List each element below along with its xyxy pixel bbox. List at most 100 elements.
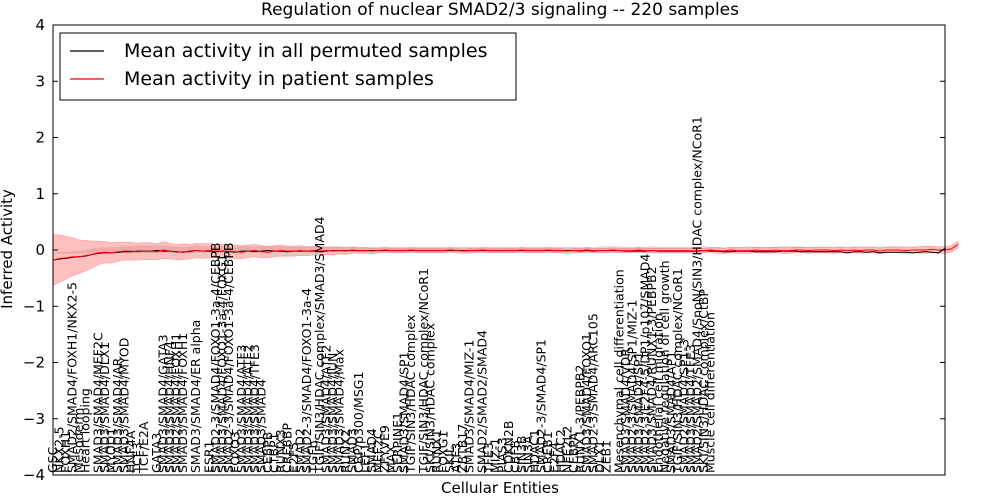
entity-label: SMAD2-3/SMAD4/FOXO1-3a-4/CEBPB <box>208 243 223 473</box>
entity-label: HDAC2 <box>553 429 568 473</box>
entity-label: CEBPA <box>566 432 581 473</box>
entity-label: FOXH1 <box>58 431 73 473</box>
patient-mean-line <box>52 243 959 261</box>
entity-label: SMAD3/SMAD4/ATF3 <box>234 345 249 473</box>
x-axis-label: Cellular Entities <box>441 479 559 497</box>
entity-label: SMAD2-3/SMAD4/ARC105 <box>585 313 600 473</box>
entity-label: SMAD3/SMAD4/Max <box>331 349 346 473</box>
entity-label: MAX <box>384 445 399 473</box>
entity-label: SIN3B <box>514 436 529 474</box>
entity-label: TGIF/SIN3/HDAC complex/NCoR1 <box>416 268 431 474</box>
entity-label: RUNX1 <box>429 429 444 473</box>
entity-label: SMAD2-3/E2F4-5/DP1/p107/SMAD4 <box>637 254 652 473</box>
entity-label: Mesenchymal cell differentiation <box>611 269 626 473</box>
entity-label: SMAD3/SMAD4/MIZ-1 <box>462 340 477 473</box>
y-tick-label: −2 <box>23 354 45 372</box>
entity-label: SMAD2/SMAD2/SMAD4 <box>475 330 490 473</box>
entity-label: CBP/p300/MSG1 <box>351 372 366 473</box>
entity-label: HDAC1 <box>527 429 542 473</box>
entity-label: SMAD3/SMAD4/ATF2 <box>240 345 255 473</box>
entity-label: TFE3 <box>481 442 496 474</box>
entity-label: SMAD4 <box>364 428 379 473</box>
entity-label: CTBP1 <box>266 433 281 473</box>
entity-label: SMAD3/SMAD4/SP1 <box>397 351 412 473</box>
entity-label: SMAD2/SMAD4/SP1-3 <box>677 339 692 473</box>
entity-label: RUNX3 <box>273 429 288 473</box>
y-tick-label: −4 <box>23 466 45 484</box>
legend-label-patient: Mean activity in patient samples <box>124 68 434 90</box>
entity-label: TGIF/SIN3/HDAC complex/SMAD3/SMAD4 <box>312 216 327 474</box>
entity-label: Muscle cell differentiation <box>703 312 718 473</box>
legend-box <box>59 32 517 101</box>
entity-label: FOXG1 <box>436 431 451 473</box>
entity-label: SIN3A <box>520 435 535 473</box>
entity-label: SMAD3/SMAD4/AR <box>110 357 125 473</box>
entity-label: TCF3 <box>130 442 145 474</box>
entity-label: CDKN2B <box>501 421 516 473</box>
entity-label: DLX1 <box>592 440 607 473</box>
entity-label: E2F4 <box>546 442 561 473</box>
entity-label: MYOD1 <box>104 428 119 473</box>
entity-label: TCF/E2A <box>136 421 151 474</box>
entity-label: TGFb <box>305 440 320 474</box>
entity-label: SMAD2-3/SMAD4/FOXO1-3a-4/CEBPB <box>221 243 236 473</box>
entity-label: NFE2L2 <box>559 426 574 473</box>
entity-label: SMAD3/SMAD4 <box>253 379 268 473</box>
entity-label: Heart looping <box>78 388 93 473</box>
entity-label: SMAD2-3/SMAD4/FOXO1-3a-4 <box>299 288 314 473</box>
entity-label: SMAD3/SMAD4/MEF2C <box>91 332 106 473</box>
entity-label: SMAD2 <box>292 428 307 473</box>
plot-area <box>52 234 959 286</box>
entity-label: SMAD3 <box>345 428 360 473</box>
entity-label: Negative regulation of cell growth <box>657 260 672 473</box>
y-tick-label: 4 <box>35 16 45 34</box>
patient-confidence-band <box>52 234 959 286</box>
entity-label: CBFB <box>507 440 522 473</box>
y-tick-label: 3 <box>35 72 45 90</box>
entity-label: SMAD3/SMAD4/JUN <box>325 353 340 473</box>
entity-label: SMAD3/SMAD4/HNF4 <box>162 341 177 473</box>
entity-label: SMAD2/SMAD4/FOXH1/NKX2-5 <box>65 282 80 473</box>
entity-label: RUNX2 <box>338 429 353 473</box>
entity-label: MEF2C <box>371 430 386 473</box>
entity-label: CEBPB <box>260 432 275 473</box>
entity-label: SMAD3/SMAD4/ER alpha <box>188 320 203 473</box>
entity-label: SMAD2-3/SMAD4/SP1 <box>533 339 548 473</box>
entity-label: SMAD3/SMAD4/TFE3 <box>683 344 698 473</box>
entity-label: ZBTB17 <box>455 424 470 473</box>
entity-label: SMAD3/SMAD4/FOXH1 <box>175 333 190 473</box>
entity-label: SKI/SIN3/HDAC complex/CtBP <box>696 289 711 473</box>
entity-label: Endothelial cell migration <box>651 313 666 473</box>
entity-label: SMAD3/SMAD4/FOXO1-3a-4/FOXG1 <box>214 254 229 473</box>
entity-label: SMAD3/SMAD4/GATA3 <box>156 334 171 473</box>
entity-label: SMAD3/SMAD4/AP1 <box>664 351 679 473</box>
entity-label: SMAD3/SMAD4/ATF2 <box>318 345 333 473</box>
entity-label: Mesoderm <box>71 408 86 473</box>
entity-label: RUNX1-3/PEBPB2 <box>572 365 587 473</box>
entity-label: SKIL <box>442 446 457 473</box>
entity-label: SMAD2-3/SMAD4/SP1/MIZ-1 <box>624 300 639 474</box>
entity-label: SMAD3/SMAD4/FOXO1 <box>579 333 594 473</box>
entity-label: SMAD3/SMAD4/MYOD <box>117 338 132 473</box>
entity-label: FOXO3 <box>227 431 242 473</box>
y-tick-label: 0 <box>35 241 45 259</box>
entity-label: E2F5 <box>286 442 301 473</box>
y-axis-label: Inferred Activity <box>0 189 16 309</box>
entity-label: ZFYVE9 <box>377 425 392 473</box>
entity-label: SMAD2/SMAD2/SMAD4/SnoN/SIN3/HDAC complex… <box>690 116 705 473</box>
entity-label: CREBBP <box>279 423 294 473</box>
entity-label: GATA3 <box>149 433 164 473</box>
entity-labels: GSCNKX2-5FOXH1SMAD2/SMAD4/FOXH1/NKX2-5Me… <box>45 116 718 474</box>
legend-label-permuted: Mean activity in all permuted samples <box>124 40 487 62</box>
entity-label: TGIF/SIN3/HDAC complex <box>403 315 418 474</box>
entity-label: TGIF/SIN3/HDAC complex/NCoR1 <box>670 268 685 474</box>
entity-label: HNF4A <box>123 430 138 473</box>
y-axis: −4 −3 −2 −1 0 1 2 3 4 <box>23 16 945 484</box>
entity-label: CREB1 <box>540 431 555 473</box>
entity-label: SKI/SIN3/HDAC complex <box>423 323 438 473</box>
entity-label: ATF3 <box>449 443 464 473</box>
entity-label: MIZ-1 <box>488 438 503 473</box>
entity-label: SMAD2/SMAD4/FOXH1 <box>169 333 184 473</box>
entity-label: LEF1 <box>358 443 373 473</box>
